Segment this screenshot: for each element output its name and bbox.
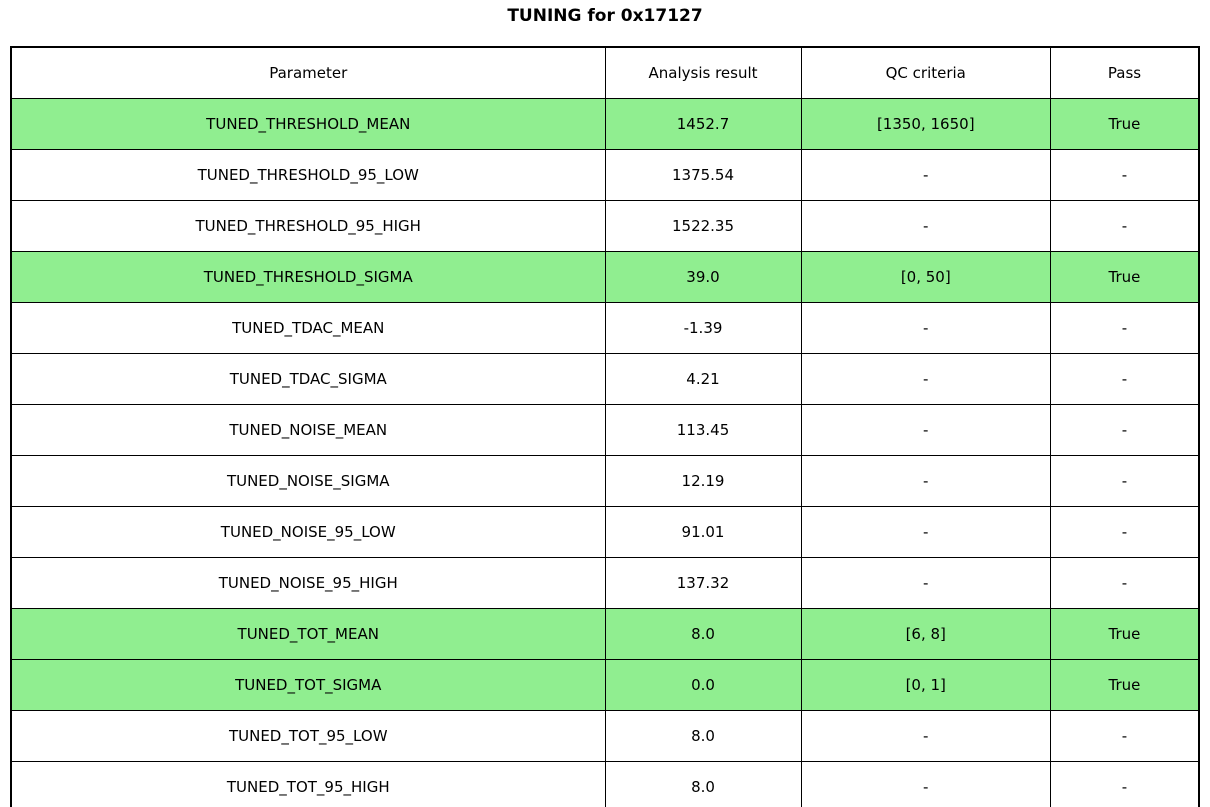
param-cell: TUNED_THRESHOLD_95_LOW [10, 149, 606, 201]
param-cell: TUNED_NOISE_95_LOW [10, 506, 606, 558]
table-row: TUNED_TOT_SIGMA 0.0 [0, 1] True [10, 659, 1200, 711]
table-row: TUNED_NOISE_95_HIGH 137.32- - [10, 557, 1200, 609]
table-row: TUNED_NOISE_SIGMA 12.19- - [10, 455, 1200, 507]
qc-criteria-cell: - [800, 353, 1051, 405]
result-cell: 8.0 [604, 710, 802, 762]
table-row: TUNED_NOISE_95_LOW 91.01- - [10, 506, 1200, 558]
qc-results-table: Parameter Analysis result QC criteria Pass … [10, 46, 1200, 807]
table-row: TUNED_TOT_95_HIGH 8.0- - [10, 761, 1200, 807]
result-cell: 12.19 [604, 455, 802, 507]
qc-criteria-cell: - [800, 710, 1051, 762]
result-cell: 4.21 [604, 353, 802, 405]
pass-cell: True [1049, 659, 1200, 711]
column-header-qc-criteria: QC criteria [800, 46, 1051, 99]
table-header-row: Parameter Analysis result QC criteria Pass [10, 46, 1200, 99]
column-header-parameter: Parameter [10, 46, 606, 99]
table-row: TUNED_TDAC_MEAN -1.39- - [10, 302, 1200, 354]
pass-cell: - [1049, 506, 1200, 558]
param-cell: TUNED_THRESHOLD_95_HIGH [10, 200, 606, 252]
qc-criteria-cell: - [800, 506, 1051, 558]
result-cell: 8.0 [604, 761, 802, 807]
pass-cell: - [1049, 302, 1200, 354]
table-row: TUNED_TOT_MEAN 8.0 [6, 8] True [10, 608, 1200, 660]
column-header-analysis-result: Analysis result [604, 46, 802, 99]
param-cell: TUNED_NOISE_SIGMA [10, 455, 606, 507]
param-cell: TUNED_TDAC_SIGMA [10, 353, 606, 405]
result-cell: 8.0 [604, 608, 802, 660]
table-row: TUNED_THRESHOLD_SIGMA 39.0 [0, 50] True [10, 251, 1200, 303]
table-body: TUNED_THRESHOLD_MEAN 1452.7 [1350, 1650] Tr… [10, 98, 1200, 807]
pass-cell: - [1049, 557, 1200, 609]
qc-criteria-cell: - [800, 200, 1051, 252]
pass-cell: - [1049, 761, 1200, 807]
param-cell: TUNED_TOT_95_LOW [10, 710, 606, 762]
qc-criteria-cell: [0, 1] [800, 659, 1051, 711]
qc-criteria-cell: - [800, 404, 1051, 456]
pass-cell: - [1049, 353, 1200, 405]
qc-criteria-cell: - [800, 149, 1051, 201]
column-header-pass: Pass [1049, 46, 1200, 99]
pass-cell: - [1049, 455, 1200, 507]
page-title: TUNING for 0x17127 [507, 6, 703, 26]
table-row: TUNED_TOT_95_LOW 8.0- - [10, 710, 1200, 762]
qc-criteria-cell: - [800, 455, 1051, 507]
table-row: TUNED_NOISE_MEAN 113.45- - [10, 404, 1200, 456]
param-cell: TUNED_TDAC_MEAN [10, 302, 606, 354]
param-cell: TUNED_NOISE_MEAN [10, 404, 606, 456]
result-cell: 1452.7 [604, 98, 802, 150]
result-cell: 1522.35 [604, 200, 802, 252]
table-row: TUNED_TDAC_SIGMA 4.21- - [10, 353, 1200, 405]
param-cell: TUNED_TOT_95_HIGH [10, 761, 606, 807]
pass-cell: - [1049, 710, 1200, 762]
pass-cell: - [1049, 200, 1200, 252]
table-row: TUNED_THRESHOLD_95_HIGH 1522.35- - [10, 200, 1200, 252]
qc-criteria-cell: - [800, 557, 1051, 609]
pass-cell: True [1049, 608, 1200, 660]
qc-criteria-cell: [6, 8] [800, 608, 1051, 660]
result-cell: 113.45 [604, 404, 802, 456]
qc-criteria-cell: - [800, 761, 1051, 807]
table-header: Parameter Analysis result QC criteria Pass [10, 46, 1200, 99]
qc-criteria-cell: [0, 50] [800, 251, 1051, 303]
result-cell: 39.0 [604, 251, 802, 303]
result-cell: 1375.54 [604, 149, 802, 201]
result-cell: 137.32 [604, 557, 802, 609]
param-cell: TUNED_THRESHOLD_SIGMA [10, 251, 606, 303]
param-cell: TUNED_NOISE_95_HIGH [10, 557, 606, 609]
table-row: TUNED_THRESHOLD_95_LOW 1375.54- - [10, 149, 1200, 201]
qc-criteria-cell: - [800, 302, 1051, 354]
param-cell: TUNED_TOT_SIGMA [10, 659, 606, 711]
pass-cell: True [1049, 98, 1200, 150]
result-cell: -1.39 [604, 302, 802, 354]
result-cell: 0.0 [604, 659, 802, 711]
param-cell: TUNED_TOT_MEAN [10, 608, 606, 660]
qc-criteria-cell: [1350, 1650] [800, 98, 1051, 150]
result-cell: 91.01 [604, 506, 802, 558]
pass-cell: - [1049, 404, 1200, 456]
pass-cell: - [1049, 149, 1200, 201]
pass-cell: True [1049, 251, 1200, 303]
param-cell: TUNED_THRESHOLD_MEAN [10, 98, 606, 150]
table-row: TUNED_THRESHOLD_MEAN 1452.7 [1350, 1650] Tr… [10, 98, 1200, 150]
